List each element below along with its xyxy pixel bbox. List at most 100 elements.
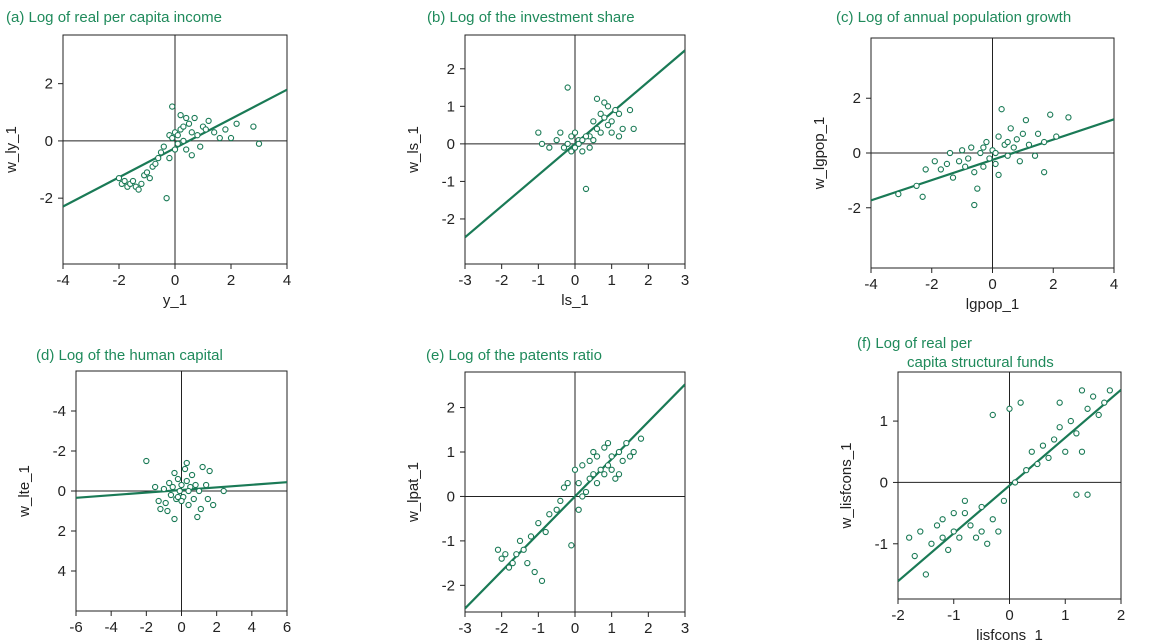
data-point (615, 133, 623, 140)
data-point (928, 540, 935, 547)
data-point (527, 533, 535, 540)
data-point (939, 534, 946, 541)
data-point (1017, 399, 1024, 406)
data-point (597, 129, 604, 136)
data-point (192, 481, 199, 489)
data-point (1056, 424, 1063, 431)
x-tick-label: 2 (644, 620, 652, 637)
data-point (1039, 442, 1047, 449)
data-point (202, 126, 209, 133)
data-point (546, 511, 553, 518)
data-point (1000, 497, 1008, 504)
x-tick-label: -2 (495, 620, 508, 637)
data-point (1084, 405, 1091, 412)
data-point (615, 110, 623, 117)
data-point (980, 144, 987, 151)
data-point (601, 471, 608, 478)
data-point (630, 448, 637, 456)
x-tick-label: 0 (571, 620, 579, 637)
chart-panel-3: (c) Log of annual population growth -4 -2 0… (811, 9, 1118, 313)
data-point (983, 138, 990, 146)
data-point (1004, 138, 1011, 146)
data-point (974, 185, 981, 192)
data-point (971, 201, 978, 209)
panel-title: (e) Log of the patents ratio (426, 347, 602, 364)
x-tick-label: 0 (177, 619, 185, 636)
y-tick-label: -1 (442, 173, 455, 190)
data-point (155, 154, 162, 162)
regression-line (465, 49, 685, 239)
data-point (955, 158, 963, 165)
data-point (169, 483, 176, 491)
data-point (943, 160, 951, 168)
data-point (972, 534, 980, 541)
data-point (194, 513, 201, 521)
y-tick-label: 4 (58, 563, 66, 580)
data-point (167, 491, 175, 499)
x-tick-label: -1 (532, 620, 545, 637)
data-point (637, 435, 645, 442)
data-point (538, 577, 546, 585)
y-tick-label: 0 (447, 136, 455, 153)
data-point (188, 471, 196, 479)
data-point (1013, 136, 1020, 143)
data-point (575, 140, 582, 148)
data-point (575, 506, 582, 513)
data-point (209, 501, 217, 509)
data-point (1067, 417, 1074, 425)
data-point (185, 501, 192, 509)
x-tick-label: 0 (571, 272, 579, 289)
y-tick-label: 2 (447, 400, 455, 417)
data-point (978, 503, 985, 511)
data-point (146, 174, 153, 182)
x-tick-label: 2 (212, 619, 220, 636)
data-point (586, 475, 593, 482)
y-tick-label: -2 (848, 200, 861, 217)
data-point (586, 457, 593, 465)
data-point (1040, 169, 1048, 176)
x-axis-label: lgpop_1 (966, 296, 1019, 313)
y-tick-label: 0 (45, 133, 53, 150)
data-point (176, 487, 183, 495)
x-tick-label: -2 (140, 619, 153, 636)
data-point (568, 542, 575, 549)
data-point (911, 552, 918, 560)
data-point (978, 528, 985, 535)
y-axis-label: w_lpat_1 (405, 462, 422, 523)
data-point (582, 133, 590, 140)
data-point (604, 121, 612, 129)
data-point (157, 149, 165, 156)
data-point (579, 493, 586, 500)
y-tick-label: -1 (875, 536, 888, 553)
data-point (989, 516, 996, 523)
data-point (977, 149, 984, 157)
data-point (152, 160, 159, 167)
data-point (180, 123, 187, 130)
data-point (553, 136, 560, 144)
data-point (174, 132, 181, 139)
y-axis-label: w_ly_1 (3, 126, 20, 174)
data-point (1040, 138, 1048, 146)
data-point (195, 487, 203, 495)
x-tick-label: 2 (1049, 276, 1057, 293)
data-point (582, 488, 590, 496)
data-point (980, 163, 987, 170)
x-tick-label: 2 (1117, 607, 1125, 624)
data-point (542, 528, 549, 536)
data-point (1028, 448, 1035, 455)
data-point (1007, 125, 1014, 132)
data-point (177, 112, 184, 119)
data-point (498, 555, 505, 562)
x-tick-label: -4 (56, 272, 69, 289)
data-point (579, 136, 586, 144)
data-point (989, 411, 996, 419)
data-point (178, 481, 185, 489)
data-point (962, 163, 969, 170)
data-point (513, 551, 520, 558)
data-point (169, 103, 176, 110)
data-point (961, 509, 969, 517)
data-point (191, 114, 198, 122)
data-point (971, 169, 978, 176)
data-point (575, 479, 582, 487)
data-point (197, 505, 204, 513)
